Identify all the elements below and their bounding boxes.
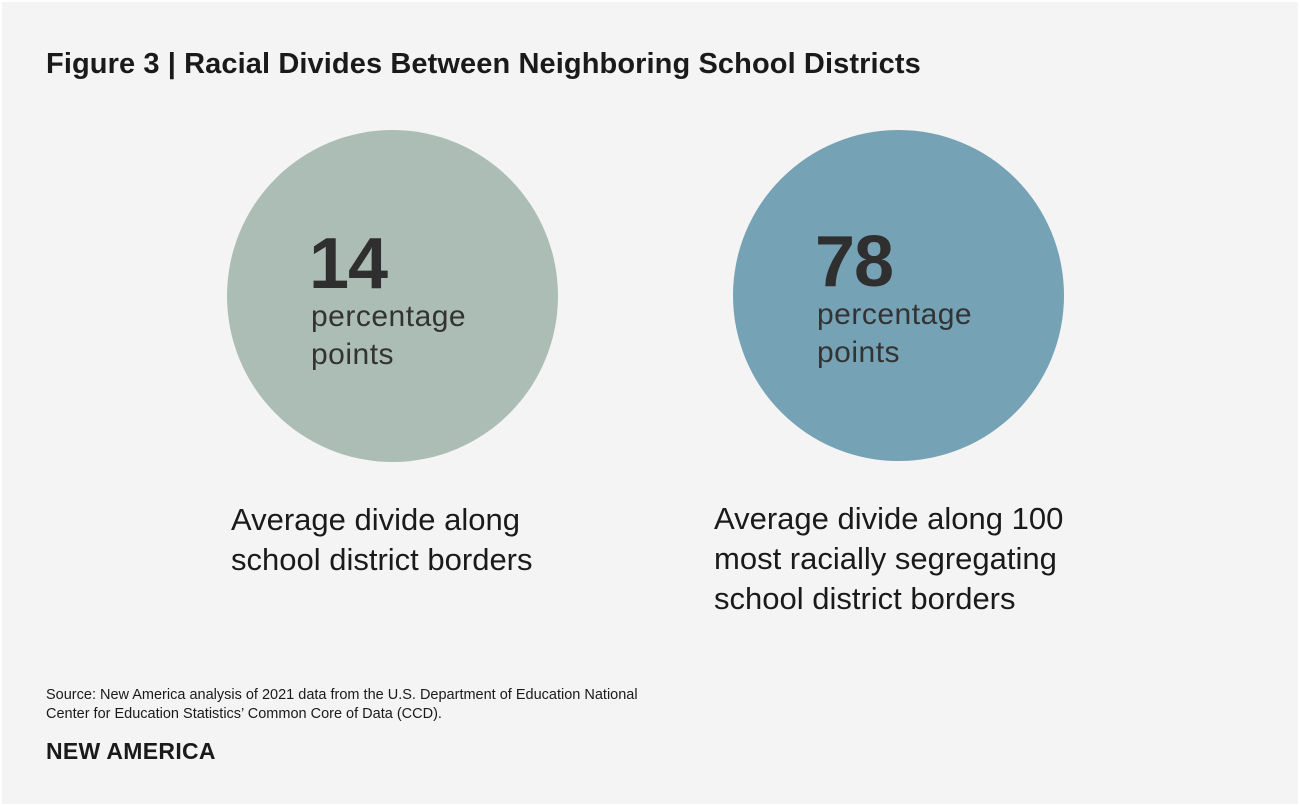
stat-caption-2: Average divide along 100 most racially s… [714, 501, 1064, 616]
brand-logo: NEW AMERICA [46, 738, 216, 764]
stat-circle-2 [733, 130, 1064, 461]
stat-value-1: 14 [309, 224, 388, 304]
stat-value-2: 78 [815, 222, 894, 302]
page-title: Figure 3 | Racial Divides Between Neighb… [46, 48, 921, 80]
stat-unit-1: percentage points [311, 300, 467, 371]
source-note: Source: New America analysis of 2021 dat… [46, 687, 638, 722]
stat-circle-1 [227, 130, 558, 462]
stat-unit-2: percentage points [817, 298, 973, 369]
stat-caption-1: Average divide along school district bor… [231, 502, 533, 577]
